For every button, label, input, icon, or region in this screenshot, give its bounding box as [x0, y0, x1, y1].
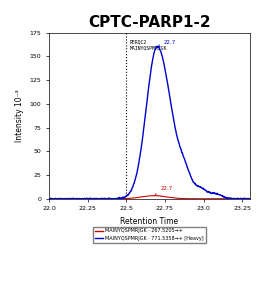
Title: CPTC-PARP1-2: CPTC-PARP1-2	[88, 15, 211, 30]
Y-axis label: Intensity 10⁻³: Intensity 10⁻³	[15, 89, 24, 142]
X-axis label: Retention Time: Retention Time	[120, 217, 178, 226]
Text: 22.7: 22.7	[155, 186, 173, 195]
Legend: MAINYQSPMRJGK · 267.5205→+, MAINYQSPMRJGK · 771.5358→+ [Heavy]: MAINYQSPMRJGK · 267.5205→+, MAINYQSPMRJG…	[93, 226, 206, 243]
Text: 22.7: 22.7	[158, 40, 176, 47]
Text: RERQC2
MAINYQSPMRJGK: RERQC2 MAINYQSPMRJGK	[129, 39, 167, 50]
